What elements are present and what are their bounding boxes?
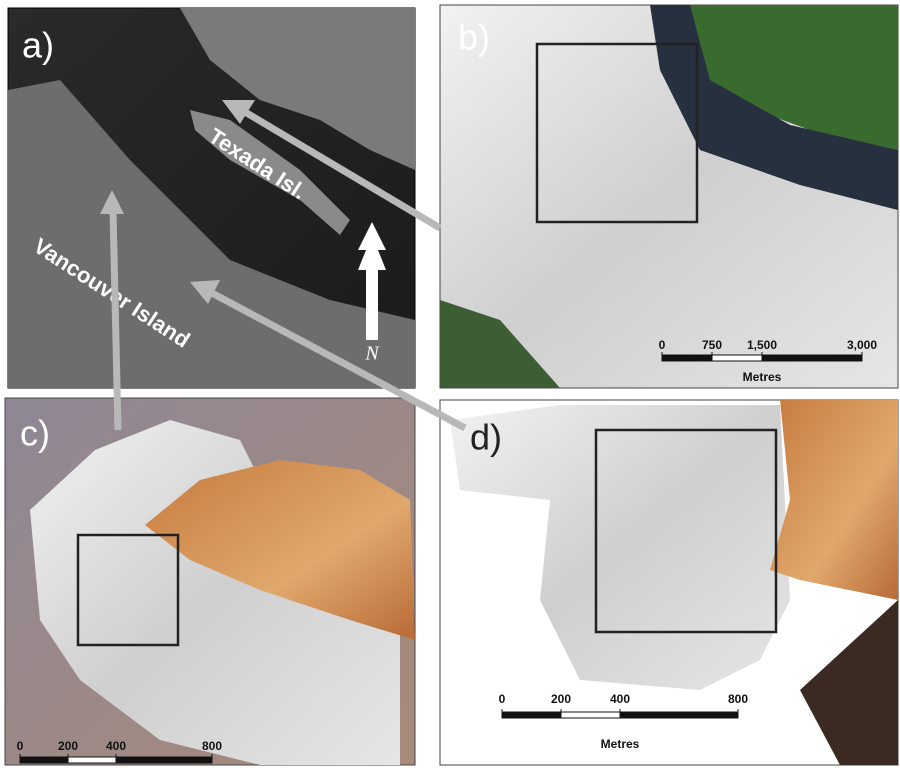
- land: [8, 80, 415, 388]
- land: [440, 300, 560, 388]
- scale-label: 0: [659, 338, 666, 352]
- pointer-arrows: [100, 100, 467, 432]
- scale-label: 0: [17, 739, 24, 753]
- inset-box: [594, 428, 778, 634]
- scale-segment: [501, 711, 562, 719]
- north-label: N: [364, 343, 380, 365]
- scale-label: 750: [702, 338, 722, 352]
- scale-bar: 0 200 400 800 Metres: [499, 692, 749, 751]
- bathymetry: [30, 420, 400, 765]
- arrow-head: [190, 280, 220, 304]
- land: [650, 5, 898, 150]
- panel-label: a): [22, 25, 54, 66]
- scale-label: 400: [610, 692, 630, 706]
- scale-segment: [67, 756, 117, 764]
- scale-segment: [560, 711, 621, 719]
- scale-segment: [761, 354, 863, 362]
- scale-label: 200: [551, 692, 571, 706]
- water: [650, 5, 898, 210]
- scale-segment: [619, 711, 739, 719]
- scale-segment: [19, 756, 69, 764]
- inset-box: [76, 533, 180, 647]
- scale-label: 200: [58, 739, 78, 753]
- scale-label: 0: [499, 692, 506, 706]
- arrow-head: [100, 190, 124, 214]
- panel-a: a) Texada Isl. Vancouver Island N: [7, 7, 416, 389]
- scale-unit: Metres: [743, 370, 782, 384]
- aerial-image: [800, 600, 898, 765]
- scale-segment: [115, 756, 213, 764]
- scale-bar: 0 750 1,500 3,000 Metres: [659, 338, 878, 384]
- inset-box: [535, 42, 699, 224]
- north-arrow: [358, 222, 386, 340]
- arrow: [208, 288, 467, 432]
- panel-b: b) 0 750 1,500 3,000 Metres: [439, 4, 899, 389]
- bathymetry: [450, 405, 790, 690]
- scale-unit: Metres: [601, 737, 640, 751]
- scale-label: 400: [106, 739, 126, 753]
- scale-label: 1,500: [747, 338, 777, 352]
- island: [190, 110, 350, 235]
- scale-label: 3,000: [847, 338, 877, 352]
- arrow: [243, 108, 442, 232]
- scale-bar: 0 200 400 800: [17, 739, 222, 764]
- land: [770, 400, 898, 600]
- panel-c: c) 0 200 400 800: [4, 397, 416, 766]
- panel-label: c): [20, 413, 50, 454]
- arrow-head: [222, 100, 255, 124]
- scale-segment: [661, 354, 713, 362]
- panel-d: d) 0 200 400 800 Metres: [439, 399, 899, 766]
- scale-segment: [711, 354, 763, 362]
- panel-label: d): [470, 417, 502, 458]
- delta: [145, 460, 415, 640]
- land: [180, 8, 415, 170]
- panel-label: b): [458, 17, 490, 58]
- arrow: [109, 209, 122, 431]
- scale-label: 800: [202, 739, 222, 753]
- scale-label: 800: [728, 692, 748, 706]
